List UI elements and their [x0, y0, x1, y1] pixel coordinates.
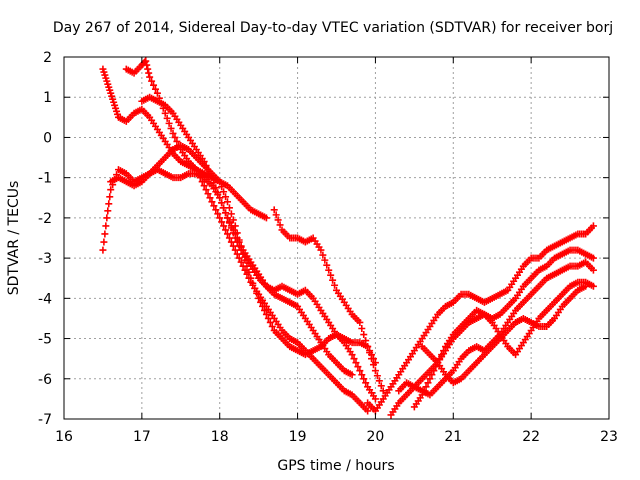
series-track-k	[418, 282, 590, 387]
x-tick-label: 23	[600, 429, 618, 445]
series-track-d	[122, 57, 372, 415]
y-tick-label: 0	[43, 130, 52, 146]
x-tick-label: 21	[444, 429, 462, 445]
ticks: 16 17 18 19 20 21 22 23 -7 -6 -5 -4 -3 -2 -1 0 1 2	[38, 50, 618, 445]
data-markers	[418, 282, 590, 387]
series-track-i	[395, 258, 597, 399]
plot-frame	[63, 56, 610, 420]
x-tick-label: 17	[133, 429, 151, 445]
series-layer	[99, 57, 597, 419]
y-axis-label: SDTVAR / TECUs	[6, 181, 22, 296]
x-tick-label: 19	[289, 429, 307, 445]
x-tick-label: 20	[367, 429, 385, 445]
data-markers	[138, 93, 356, 379]
data-markers	[387, 246, 597, 419]
series-track-g	[364, 222, 597, 415]
y-tick-label: -2	[38, 211, 52, 227]
series-track-e	[138, 93, 356, 379]
y-tick-label: -4	[38, 291, 52, 307]
y-tick-label: -1	[38, 171, 52, 187]
series-track-f	[270, 206, 387, 395]
y-tick-label: -7	[38, 412, 52, 428]
y-tick-label: -6	[38, 372, 52, 388]
data-markers	[364, 222, 597, 415]
data-markers	[270, 206, 387, 395]
x-axis-label: GPS time / hours	[277, 458, 394, 474]
series-track-a	[99, 65, 270, 222]
x-tick-label: 18	[211, 429, 229, 445]
data-markers	[395, 258, 597, 399]
y-tick-label: -5	[38, 332, 52, 348]
chart-title: Day 267 of 2014, Sidereal Day-to-day VTE…	[53, 20, 613, 36]
y-tick-label: 2	[43, 50, 52, 66]
x-tick-label: 16	[55, 429, 73, 445]
x-tick-label: 22	[522, 429, 540, 445]
data-markers	[99, 65, 270, 222]
y-tick-label: -3	[38, 251, 52, 267]
series-track-h	[387, 246, 597, 419]
y-tick-label: 1	[43, 90, 52, 106]
data-markers	[122, 57, 372, 415]
